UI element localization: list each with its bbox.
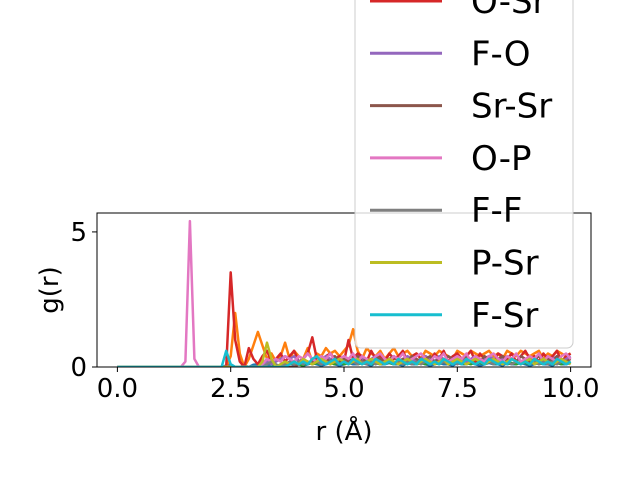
- legend-label: F-O: [471, 34, 531, 74]
- legend-label: F-Sr: [471, 296, 538, 336]
- y-tick-label: 0: [70, 353, 87, 383]
- legend-label: O-P: [471, 139, 531, 179]
- legend: O-Sr F-O Sr-Sr O-P F-F P-Sr F-Sr: [354, 0, 574, 349]
- legend-label: Sr-Sr: [471, 87, 552, 127]
- x-tick-label: 7.5: [437, 374, 478, 404]
- legend-frame: [354, 0, 574, 349]
- y-tick-label: 5: [70, 218, 87, 248]
- x-tick-label: 10.0: [542, 374, 600, 404]
- x-axis-label: r (Å): [315, 415, 372, 447]
- y-axis-label: g(r): [35, 266, 65, 313]
- x-tick-label: 0.0: [97, 374, 138, 404]
- x-tick-label: 2.5: [210, 374, 251, 404]
- y-ticks: 05: [70, 218, 97, 383]
- series-layer: [117, 219, 572, 367]
- series-line-f-sr: [117, 349, 572, 367]
- legend-label: O-Sr: [471, 0, 547, 22]
- x-ticks: 0.0 2.5 5.0 7.5 10.0: [97, 367, 600, 404]
- series-line-o-p: [117, 219, 572, 367]
- x-tick-label: 5.0: [323, 374, 364, 404]
- legend-label: F-F: [471, 191, 522, 231]
- legend-label: P-Sr: [471, 244, 539, 284]
